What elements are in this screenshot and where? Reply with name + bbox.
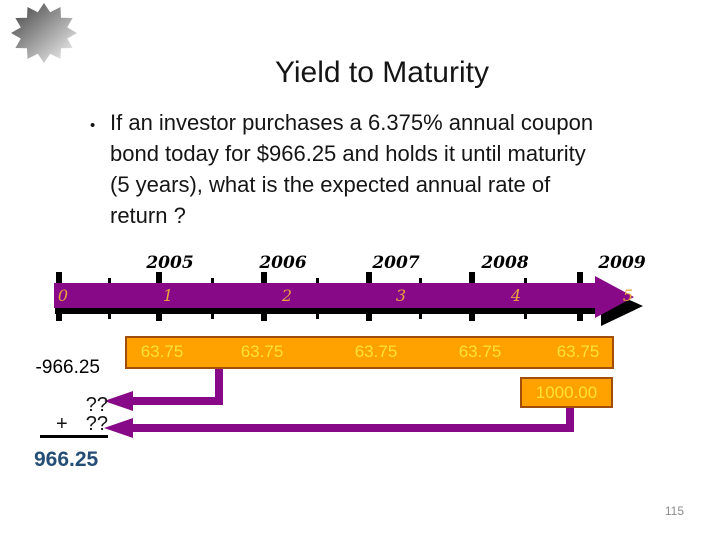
connector2-horizontal [131,424,574,432]
pv-coupons-value: ?? [85,394,108,416]
bullet-line: bond today for $966.25 and holds it unti… [110,141,586,166]
gear-logo-icon [11,3,77,63]
connector2-vertical [566,406,574,431]
sum-underline [40,435,108,438]
coupon-value: 63.75 [354,342,398,361]
bullet-line: (5 years), what is the expected annual r… [110,172,551,197]
principal-value: 1000.00 [535,383,598,402]
connector1-arrowhead-left-icon [104,391,133,411]
period-label-0: 0 [57,286,69,305]
year-label-2006: 2006 [259,253,307,273]
year-label-2009: 2009 [598,253,646,273]
connector2-arrowhead-left-icon [104,418,133,438]
coupon-value: 63.75 [140,342,184,361]
page-number: 115 [664,504,684,518]
connector1-horizontal [131,397,223,405]
slide-title: Yield to Maturity [275,56,489,89]
principal-box: 1000.00 [520,377,613,408]
coupon-value: 63.75 [556,342,600,361]
bullet-marker: • [90,117,96,134]
timeline-axis [55,307,612,314]
pv-principal-value: ?? [85,413,108,435]
bullet-line: If an investor purchases a 6.375% annual… [110,110,594,135]
period-label-5: 5 [622,286,634,305]
period-label-1: 1 [162,286,174,305]
total-value: 966.25 [34,448,99,471]
year-label-2007: 2007 [372,253,420,273]
timeline-bar [54,283,598,308]
period-label-4: 4 [510,286,522,305]
purchase-price: -966.25 [35,357,100,378]
connector1-vertical [215,368,223,402]
coupon-cashflow-box: 63.75 63.75 63.75 63.75 63.75 [125,336,614,369]
bullet-paragraph: If an investor purchases a 6.375% annual… [110,107,593,231]
period-label-3: 3 [395,286,407,305]
year-label-2005: 2005 [146,253,194,273]
coupon-value: 63.75 [240,342,284,361]
plus-sign: + [56,413,68,435]
pv-sum-row: + ?? [56,413,108,436]
bullet-line: return ? [110,203,186,228]
coupon-value: 63.75 [458,342,502,361]
period-label-2: 2 [281,286,293,305]
year-label-2008: 2008 [481,253,529,273]
timeline-arrowhead-icon [595,276,634,318]
